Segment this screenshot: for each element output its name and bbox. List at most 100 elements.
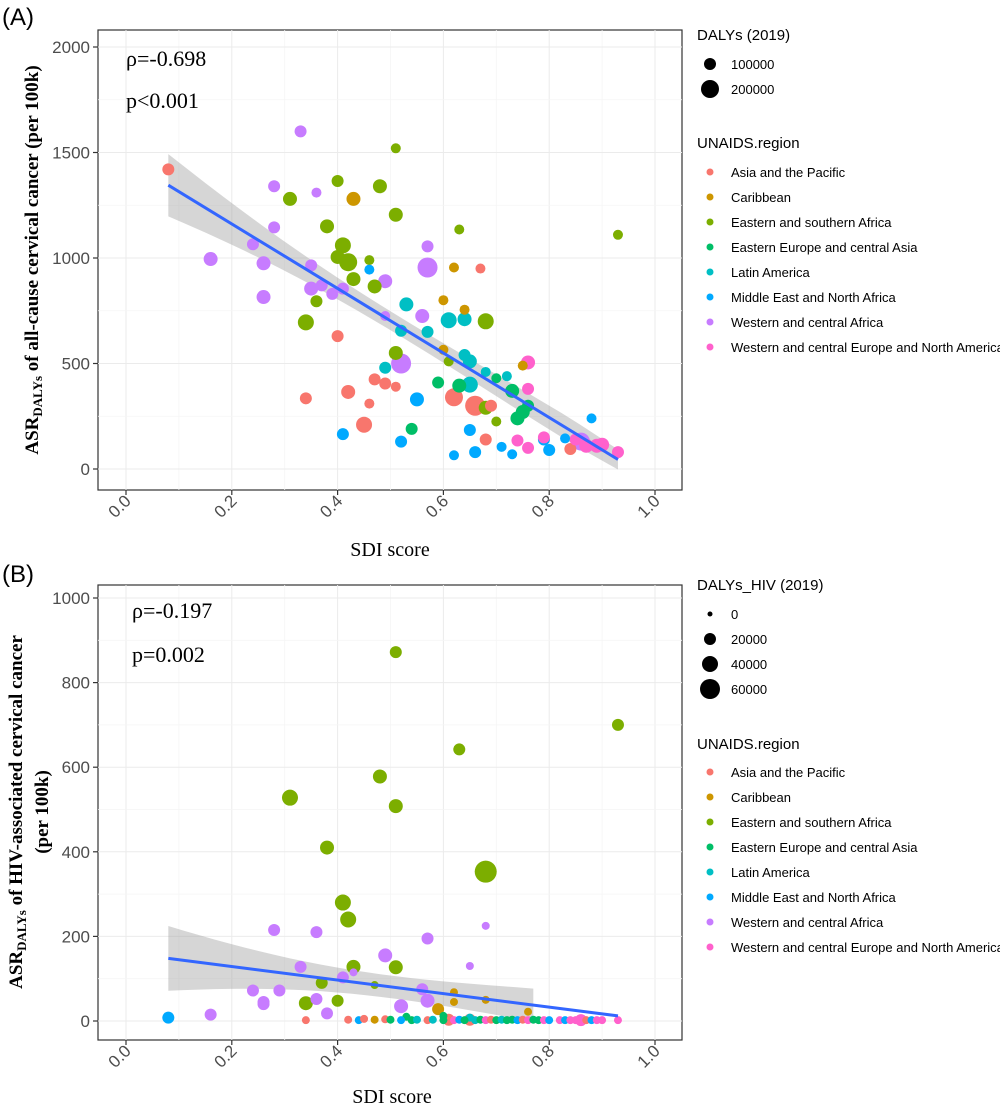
- data-point: [465, 962, 474, 971]
- x-tick-label: 0.0: [105, 1041, 135, 1071]
- data-point: [481, 921, 490, 930]
- region-legend-key: [706, 343, 714, 351]
- panel-a-rho: ρ=-0.698: [126, 46, 206, 71]
- trend-line: [168, 956, 619, 1018]
- data-point: [268, 924, 281, 937]
- data-point: [405, 422, 418, 435]
- data-point: [421, 932, 434, 945]
- data-point: [560, 433, 571, 444]
- data-point: [395, 435, 408, 448]
- plot-a-area: [97, 29, 683, 491]
- data-point: [421, 325, 434, 338]
- data-point: [315, 976, 328, 989]
- data-point: [281, 789, 298, 806]
- panel-b-x-axis-label: SDI score: [352, 1086, 432, 1108]
- data-point: [298, 996, 313, 1011]
- data-point: [379, 361, 392, 374]
- data-point: [256, 256, 271, 271]
- data-point: [388, 207, 403, 222]
- data-point: [564, 442, 577, 455]
- data-point: [522, 382, 535, 395]
- data-point: [453, 743, 466, 756]
- data-point: [571, 1016, 580, 1025]
- data-point: [346, 959, 361, 974]
- data-point: [461, 376, 478, 393]
- data-point: [457, 312, 472, 327]
- panel-a-size-legend-title: DALYs (2019): [697, 27, 790, 44]
- size-legend-key: [704, 633, 716, 645]
- data-point: [310, 926, 323, 939]
- data-point: [517, 360, 528, 371]
- data-point: [598, 1016, 607, 1025]
- data-point: [297, 314, 314, 331]
- data-point: [432, 376, 445, 389]
- region-legend-key: [706, 218, 714, 226]
- panel-a: (A) 0 500 1000 1500 2000 0.0 0.2 0.4 0.6 0.8 1.0 ρ…: [2, 4, 1000, 561]
- region-legend-label: Asia and the Pacific: [731, 165, 846, 180]
- panel-b-size-legend-title: DALYs_HIV (2019): [697, 577, 823, 594]
- data-point: [449, 997, 458, 1006]
- data-point: [346, 272, 361, 287]
- region-legend-label: Western and central Africa: [731, 315, 884, 330]
- data-point: [458, 349, 471, 362]
- data-point: [611, 446, 624, 459]
- y-tick-label: 2000: [52, 38, 90, 57]
- data-point: [438, 295, 449, 306]
- data-point: [496, 441, 507, 452]
- data-point: [444, 388, 463, 407]
- data-point: [372, 179, 387, 194]
- data-point: [390, 381, 401, 392]
- data-point: [399, 297, 414, 312]
- region-legend-key: [706, 243, 714, 251]
- x-tick-label: 0.8: [528, 1041, 558, 1071]
- data-point: [326, 287, 339, 300]
- data-point: [420, 993, 435, 1008]
- region-legend-label: Eastern Europe and central Asia: [731, 840, 918, 855]
- x-tick-label: 1.0: [634, 1041, 664, 1071]
- data-point: [320, 840, 335, 855]
- data-point: [397, 1016, 406, 1025]
- y-tick-label: 800: [62, 674, 90, 693]
- x-tick-label: 0.8: [528, 491, 558, 521]
- panel-b-p-value: p=0.002: [132, 642, 205, 667]
- data-point: [257, 998, 270, 1011]
- data-point: [543, 444, 556, 457]
- data-point: [162, 163, 175, 176]
- size-legend-key: [700, 679, 720, 699]
- size-legend-key: [702, 656, 718, 672]
- y-tick-label: 400: [62, 843, 90, 862]
- data-point: [341, 384, 356, 399]
- panel-a-ylabel-suffix: of all-cause cervical cancer (per 100k): [22, 65, 43, 376]
- data-point: [415, 309, 430, 324]
- data-point: [311, 187, 322, 198]
- data-point: [537, 431, 550, 444]
- data-point: [586, 413, 597, 424]
- data-point: [448, 450, 459, 461]
- plot-b-points: [162, 646, 624, 1027]
- data-point: [432, 1003, 445, 1016]
- data-point: [454, 224, 465, 235]
- size-legend-label: 0: [731, 607, 738, 622]
- data-point: [305, 259, 318, 272]
- panel-a-ylabel-prefix: ASR: [22, 416, 43, 454]
- data-point: [349, 968, 358, 977]
- region-legend-key: [706, 918, 714, 926]
- data-point: [294, 125, 307, 138]
- region-legend-key: [706, 893, 714, 901]
- panel-b-ylabel-prefix: ASR: [6, 951, 27, 989]
- data-point: [469, 446, 482, 459]
- data-point: [421, 240, 434, 253]
- region-legend-key: [706, 868, 714, 876]
- data-point: [491, 416, 502, 427]
- data-point: [511, 434, 524, 447]
- data-point: [448, 262, 459, 273]
- y-tick-label: 600: [62, 758, 90, 777]
- data-point: [388, 799, 403, 814]
- data-point: [346, 191, 361, 206]
- region-legend-label: Caribbean: [731, 790, 791, 805]
- region-legend-label: Western and central Europe and North Ame…: [731, 340, 1000, 355]
- panel-a-label: (A): [2, 4, 34, 31]
- region-legend-key: [706, 943, 714, 951]
- data-point: [304, 281, 319, 296]
